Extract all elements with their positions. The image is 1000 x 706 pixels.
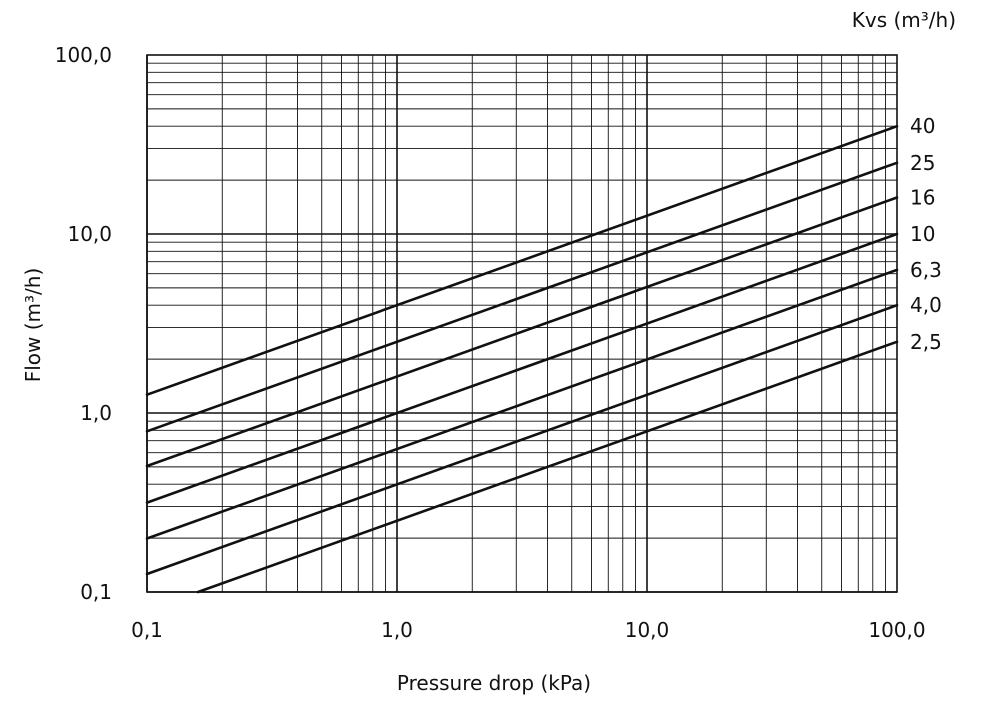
x-tick-label: 1,0 — [381, 618, 413, 642]
y-tick-label: 1,0 — [80, 401, 112, 425]
y-tick-label: 0,1 — [80, 580, 112, 604]
series-label: 4,0 — [910, 293, 942, 317]
x-axis-label: Pressure drop (kPa) — [397, 671, 591, 695]
series-line-kvs-4 — [145, 303, 899, 576]
y-axis-label: Flow (m³/h) — [21, 268, 45, 383]
series-line-kvs-2-5 — [196, 340, 899, 594]
series-line-kvs-6-3 — [145, 268, 899, 540]
series-label: 16 — [910, 185, 935, 209]
x-tick-label: 100,0 — [868, 618, 925, 642]
plot-frame — [146, 54, 898, 593]
chart-labels: 40 25 16 10 6,3 4,0 2,5 0,1 1,0 10,0 100,0 0,1 1,0 10… — [55, 43, 942, 642]
series-label: 6,3 — [910, 258, 942, 282]
chart-series — [145, 124, 899, 594]
x-tick-label: 0,1 — [131, 618, 163, 642]
series-label: 40 — [910, 114, 935, 138]
series-label: 10 — [910, 222, 935, 246]
series-label: 2,5 — [910, 330, 942, 354]
series-line-kvs-40 — [145, 124, 899, 397]
series-line-kvs-25 — [145, 161, 899, 433]
series-line-kvs-16 — [145, 196, 899, 468]
x-tick-label: 10,0 — [625, 618, 670, 642]
legend-title: Kvs (m³/h) — [852, 8, 956, 32]
chart-grid — [146, 54, 898, 593]
y-tick-label: 10,0 — [67, 222, 112, 246]
series-label: 25 — [910, 151, 935, 175]
y-tick-label: 100,0 — [55, 43, 112, 67]
series-line-kvs-10 — [145, 232, 899, 504]
